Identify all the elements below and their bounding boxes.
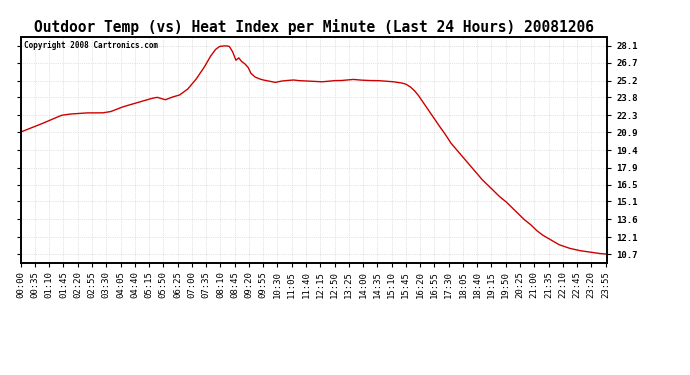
Title: Outdoor Temp (vs) Heat Index per Minute (Last 24 Hours) 20081206: Outdoor Temp (vs) Heat Index per Minute … xyxy=(34,19,594,35)
Text: Copyright 2008 Cartronics.com: Copyright 2008 Cartronics.com xyxy=(23,41,158,50)
